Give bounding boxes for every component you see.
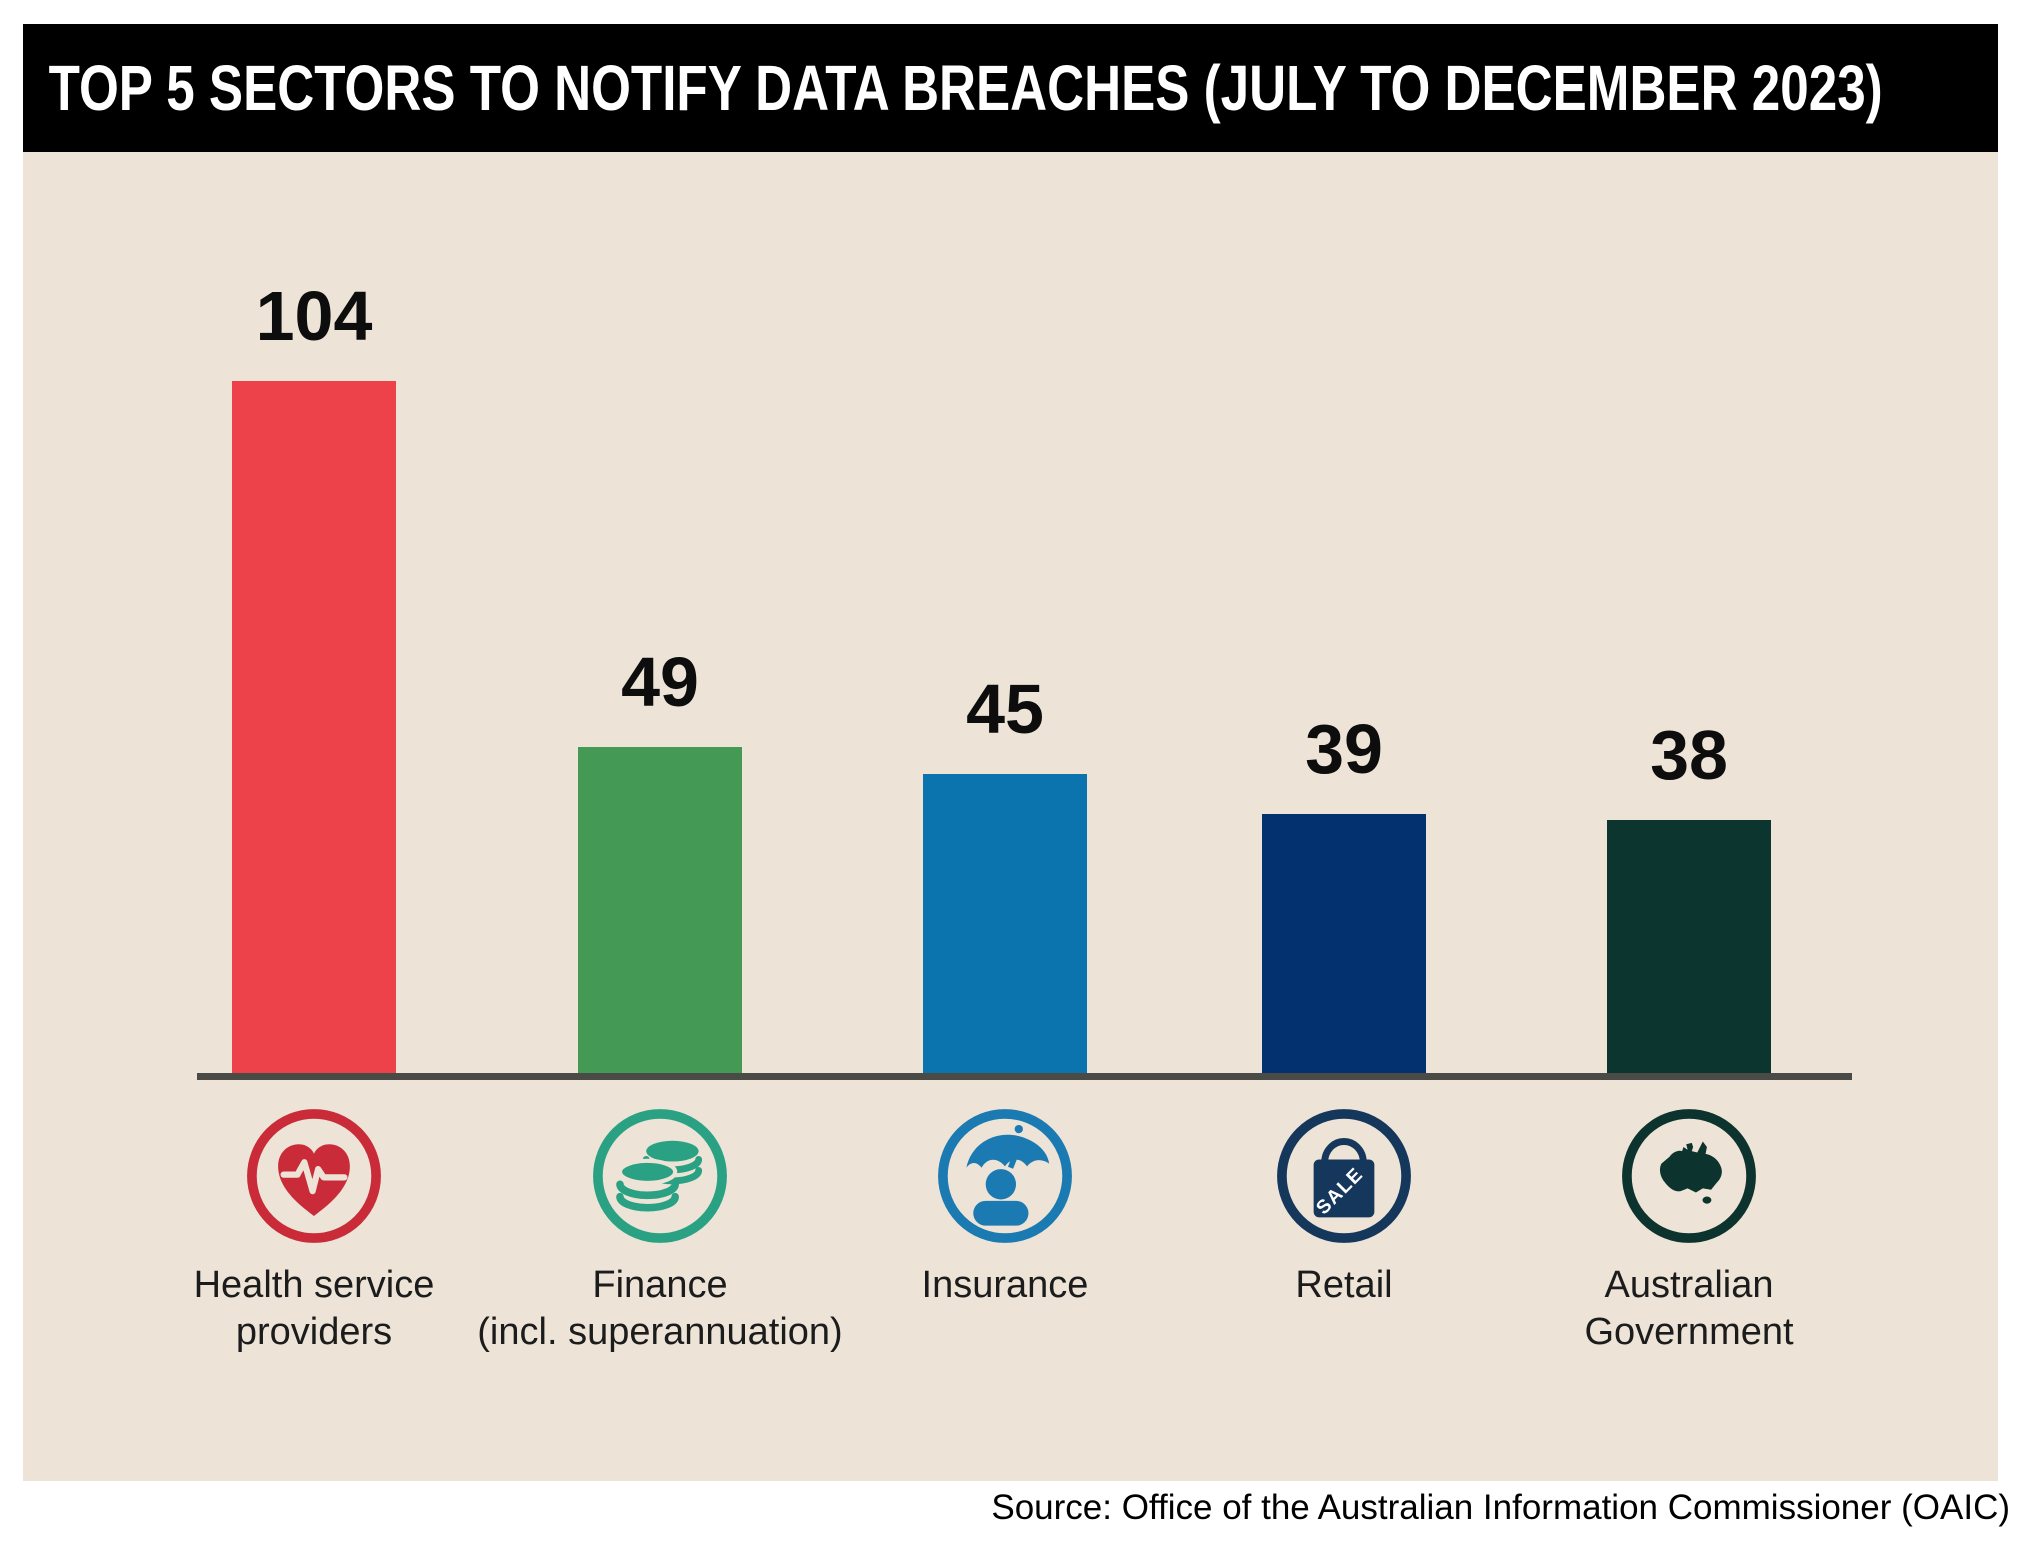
bar-category-label-line: Government xyxy=(1584,1311,1794,1353)
chart-title: TOP 5 SECTORS TO NOTIFY DATA BREACHES (J… xyxy=(48,52,1883,124)
bar-value-label: 45 xyxy=(966,670,1044,748)
bar-category-label-line: Australian xyxy=(1604,1264,1774,1306)
health-icon xyxy=(245,1107,383,1245)
bar-category-label: Health service providers xyxy=(124,1262,504,1356)
bar-category-label: Australian Government xyxy=(1499,1262,1879,1356)
title-bar: TOP 5 SECTORS TO NOTIFY DATA BREACHES (J… xyxy=(23,24,1998,152)
chart-panel: 104 Health service providers 49 Finance (in… xyxy=(23,152,1998,1481)
bar xyxy=(232,381,396,1077)
bar xyxy=(578,747,742,1077)
bar-value-label: 49 xyxy=(621,643,699,721)
finance-coins-icon xyxy=(591,1107,729,1245)
x-axis-line xyxy=(197,1073,1852,1080)
bar-value-label: 39 xyxy=(1305,710,1383,788)
bar-category-label: Retail xyxy=(1154,1262,1534,1309)
bar-category-label-line: Finance xyxy=(592,1264,728,1306)
bar-category-label-line: Insurance xyxy=(921,1264,1089,1306)
bar-category-label-line: providers xyxy=(235,1311,393,1353)
bar xyxy=(1262,814,1426,1077)
source-attribution: Source: Office of the Australian Informa… xyxy=(991,1488,2010,1527)
bar-value-label: 38 xyxy=(1650,716,1728,794)
bar-category-label: Finance (incl. superannuation) xyxy=(470,1262,850,1356)
bar-value-label: 104 xyxy=(255,277,373,355)
bar xyxy=(923,774,1087,1077)
bar-category-label-line: Health service xyxy=(193,1264,435,1306)
australia-map-icon xyxy=(1620,1107,1758,1245)
bar-category-label-line: Retail xyxy=(1295,1264,1393,1306)
insurance-umbrella-person-icon xyxy=(936,1107,1074,1245)
bar-category-label: Insurance xyxy=(815,1262,1195,1309)
bar-category-label-line: (incl. superannuation) xyxy=(477,1311,843,1353)
bar xyxy=(1607,820,1771,1077)
retail-sale-bag-icon: SALE xyxy=(1275,1107,1413,1245)
